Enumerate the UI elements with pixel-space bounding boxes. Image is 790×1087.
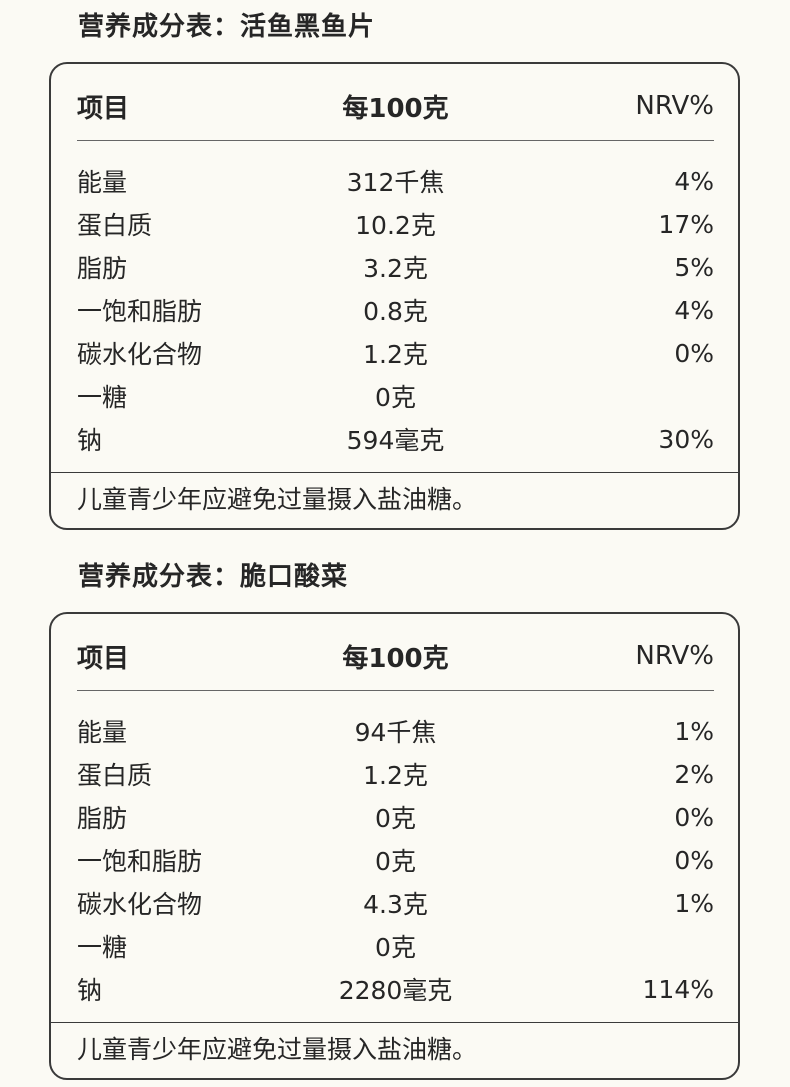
row-value: 312千焦: [346, 168, 445, 197]
row-nrv: 1%: [674, 888, 714, 918]
row-nrv: 2%: [674, 759, 714, 789]
row-value: 1.2克: [363, 761, 428, 790]
table-row: 钠 2280毫克 114%: [77, 968, 714, 1010]
section-title: 营养成分表：活鱼黑鱼片: [78, 12, 376, 42]
header-item: 项目: [77, 643, 130, 674]
row-value: 0克: [375, 933, 416, 962]
row-value: 0克: [375, 804, 416, 833]
row-nrv: 5%: [674, 252, 714, 282]
row-value: 1.2克: [363, 340, 428, 369]
footer-divider: [51, 472, 738, 473]
row-item: 一糖: [77, 933, 128, 962]
row-item: 一饱和脂肪: [77, 847, 203, 876]
footer-note: 儿童青少年应避免过量摄入盐油糖。: [77, 1035, 478, 1064]
table-row: 一饱和脂肪 0克 0%: [77, 839, 714, 881]
row-value: 2280毫克: [338, 976, 453, 1005]
table-header-row: 项目 每100克 NRV%: [77, 636, 714, 676]
row-nrv: 17%: [658, 209, 714, 239]
footer-divider: [51, 1022, 738, 1023]
row-item: 钠: [77, 426, 103, 455]
row-value: 4.3克: [363, 890, 428, 919]
row-item: 脂肪: [77, 254, 128, 283]
row-nrv: 4%: [674, 295, 714, 325]
row-item: 能量: [77, 718, 128, 747]
row-item: 蛋白质: [77, 211, 153, 240]
row-item: 蛋白质: [77, 761, 153, 790]
row-item: 碳水化合物: [77, 890, 203, 919]
row-item: 一糖: [77, 383, 128, 412]
header-item: 项目: [77, 93, 130, 124]
row-nrv: 30%: [658, 424, 714, 454]
row-value: 0克: [375, 383, 416, 412]
footer-note: 儿童青少年应避免过量摄入盐油糖。: [77, 485, 478, 514]
table-row: 一糖 0克: [77, 375, 714, 417]
header-per100: 每100克: [342, 643, 449, 674]
table-row: 钠 594毫克 30%: [77, 418, 714, 460]
row-item: 能量: [77, 168, 128, 197]
row-item: 碳水化合物: [77, 340, 203, 369]
header-divider: [77, 140, 714, 141]
header-nrv: NRV%: [635, 91, 714, 121]
row-nrv: 4%: [674, 166, 714, 196]
table-row: 蛋白质 1.2克 2%: [77, 753, 714, 795]
row-value: 594毫克: [346, 426, 445, 455]
table-row: 碳水化合物 1.2克 0%: [77, 332, 714, 374]
table-row: 能量 94千焦 1%: [77, 710, 714, 752]
header-nrv: NRV%: [635, 641, 714, 671]
table-row: 碳水化合物 4.3克 1%: [77, 882, 714, 924]
header-divider: [77, 690, 714, 691]
row-value: 94千焦: [354, 718, 437, 747]
table-header-row: 项目 每100克 NRV%: [77, 86, 714, 126]
row-nrv: 0%: [674, 338, 714, 368]
row-value: 0.8克: [363, 297, 428, 326]
row-nrv: 114%: [642, 974, 714, 1004]
row-item: 一饱和脂肪: [77, 297, 203, 326]
row-nrv: 1%: [674, 716, 714, 746]
table-row: 蛋白质 10.2克 17%: [77, 203, 714, 245]
row-nrv: 0%: [674, 845, 714, 875]
table-row: 一饱和脂肪 0.8克 4%: [77, 289, 714, 331]
table-row: 一糖 0克: [77, 925, 714, 967]
row-value: 0克: [375, 847, 416, 876]
section-title: 营养成分表：脆口酸菜: [78, 562, 349, 592]
row-item: 钠: [77, 976, 103, 1005]
header-per100: 每100克: [342, 93, 449, 124]
table-row: 脂肪 0克 0%: [77, 796, 714, 838]
table-row: 脂肪 3.2克 5%: [77, 246, 714, 288]
row-value: 10.2克: [355, 211, 436, 240]
row-value: 3.2克: [363, 254, 428, 283]
row-nrv: 0%: [674, 802, 714, 832]
row-item: 脂肪: [77, 804, 128, 833]
table-row: 能量 312千焦 4%: [77, 160, 714, 202]
nutrition-table: 项目 每100克 NRV% 能量 312千焦 4% 蛋白质 10.2克 17% …: [49, 62, 740, 530]
nutrition-table: 项目 每100克 NRV% 能量 94千焦 1% 蛋白质 1.2克 2% 脂肪 …: [49, 612, 740, 1080]
